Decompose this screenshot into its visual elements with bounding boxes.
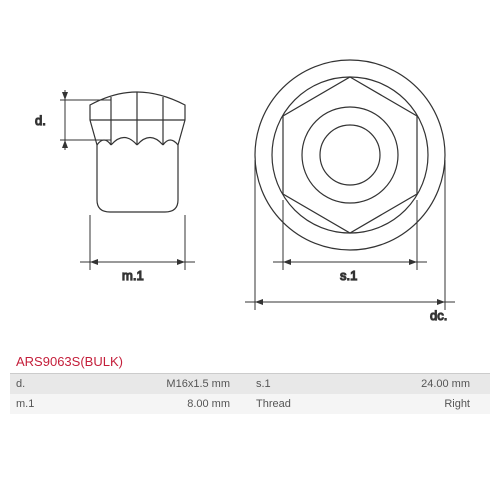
spec-value: 8.00 mm — [82, 394, 250, 414]
dim-label-d: d. — [35, 113, 46, 128]
table-row: m.1 8.00 mm Thread Right — [10, 394, 490, 414]
technical-drawing: d. m.1 s.1 — [0, 0, 500, 350]
spec-label: m.1 — [10, 394, 82, 414]
spec-value: Right — [322, 394, 490, 414]
spec-label: d. — [10, 374, 82, 394]
spec-table: d. M16x1.5 mm s.1 24.00 mm m.1 8.00 mm T… — [10, 374, 490, 414]
dim-label-s1: s.1 — [340, 268, 357, 283]
spec-value: M16x1.5 mm — [82, 374, 250, 394]
spec-value: 24.00 mm — [322, 374, 490, 394]
spec-label: s.1 — [250, 374, 322, 394]
spec-table-container: ARS9063S(BULK) d. M16x1.5 mm s.1 24.00 m… — [10, 350, 490, 414]
dim-label-dc: dc. — [430, 308, 447, 323]
spec-label: Thread — [250, 394, 322, 414]
part-number: ARS9063S(BULK) — [10, 350, 490, 374]
dim-label-m1: m.1 — [122, 268, 144, 283]
table-row: d. M16x1.5 mm s.1 24.00 mm — [10, 374, 490, 394]
